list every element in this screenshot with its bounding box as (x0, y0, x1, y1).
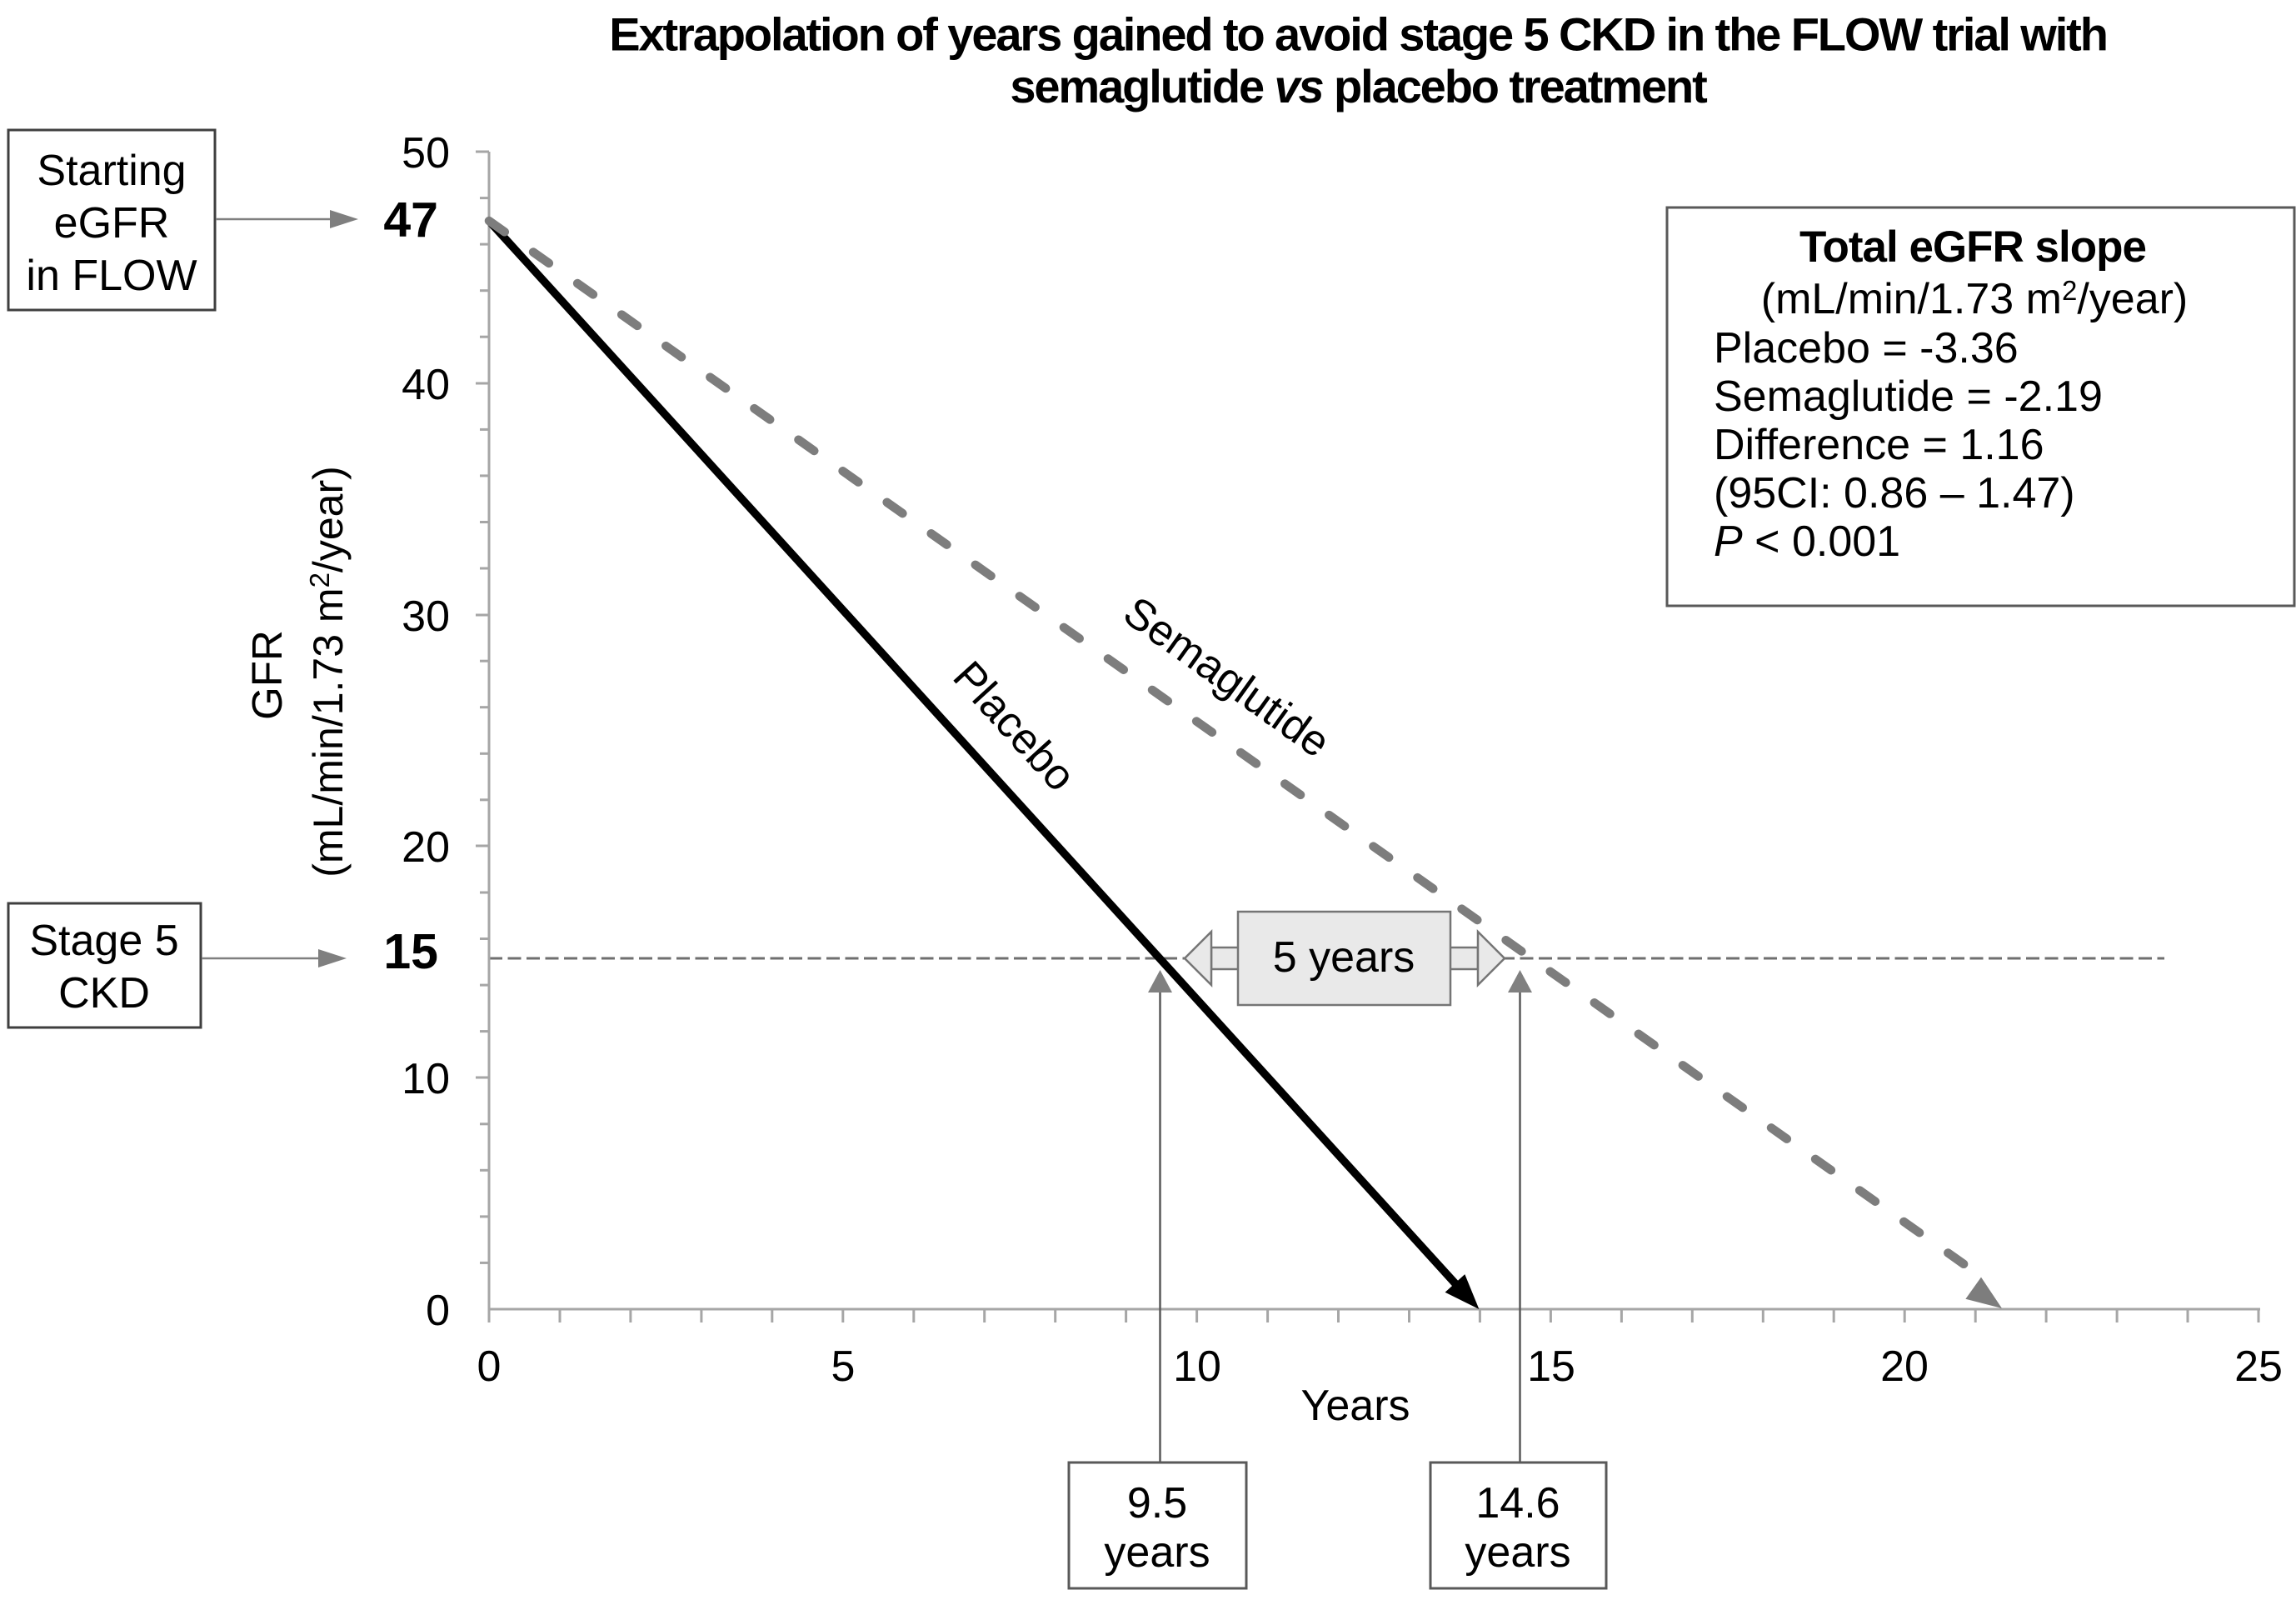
svg-text:eGFR: eGFR (54, 199, 170, 248)
svg-text:0: 0 (477, 1342, 502, 1391)
svg-text:15: 15 (383, 924, 438, 979)
svg-text:25: 25 (2234, 1342, 2283, 1391)
svg-text:Placebo = -3.36: Placebo = -3.36 (1714, 324, 2019, 372)
svg-text:Extrapolation of years gained: Extrapolation of years gained to avoid s… (609, 8, 2107, 61)
svg-text:20: 20 (402, 823, 450, 872)
svg-text:Placebo: Placebo (944, 652, 1085, 801)
svg-text:years: years (1465, 1528, 1570, 1577)
svg-text:GFR: GFR (243, 630, 291, 720)
svg-text:Starting: Starting (37, 147, 186, 195)
svg-text:40: 40 (402, 361, 450, 409)
svg-text:5 years: 5 years (1273, 933, 1415, 982)
svg-text:years: years (1104, 1528, 1210, 1577)
svg-text:14.6: 14.6 (1475, 1479, 1560, 1528)
svg-text:Total eGFR slope: Total eGFR slope (1799, 222, 2146, 272)
svg-text:9.5: 9.5 (1127, 1479, 1187, 1528)
svg-text:30: 30 (402, 592, 450, 641)
svg-text:CKD: CKD (58, 969, 150, 1018)
svg-text:20: 20 (1880, 1342, 1929, 1391)
svg-text:(95CI: 0.86 – 1.47): (95CI: 0.86 – 1.47) (1714, 469, 2075, 518)
svg-text:Stage 5: Stage 5 (29, 917, 178, 965)
svg-text:15: 15 (1527, 1342, 1575, 1391)
svg-text:(mL/min/1.73 m2/year): (mL/min/1.73 m2/year) (304, 466, 352, 878)
svg-text:semaglutide vs placebo treatme: semaglutide vs placebo treatment (1010, 60, 1707, 112)
svg-text:Difference = 1.16: Difference = 1.16 (1714, 421, 2044, 469)
svg-text:5: 5 (831, 1342, 856, 1391)
svg-text:47: 47 (383, 192, 438, 248)
svg-text:in FLOW: in FLOW (26, 252, 197, 300)
svg-text:Years: Years (1300, 1382, 1410, 1430)
svg-text:10: 10 (402, 1055, 450, 1103)
svg-text:0: 0 (426, 1287, 450, 1335)
svg-text:(mL/min/1.73 m2/year): (mL/min/1.73 m2/year) (1761, 275, 2189, 323)
svg-text:Semaglutide = -2.19: Semaglutide = -2.19 (1714, 372, 2103, 421)
svg-text:10: 10 (1173, 1342, 1221, 1391)
svg-text:Semaglutide: Semaglutide (1115, 588, 1339, 767)
svg-text:P < 0.001: P < 0.001 (1714, 518, 1900, 566)
svg-text:50: 50 (402, 129, 450, 178)
